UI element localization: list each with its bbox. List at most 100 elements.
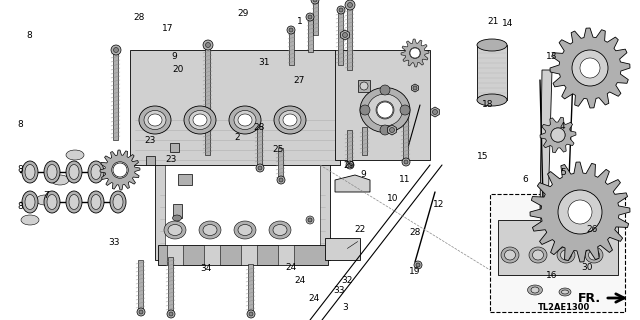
Ellipse shape <box>22 161 38 183</box>
Text: 9: 9 <box>172 52 177 61</box>
Bar <box>313 0 318 35</box>
Text: 10: 10 <box>387 194 398 203</box>
Polygon shape <box>530 162 630 262</box>
Circle shape <box>348 3 353 7</box>
Bar <box>155 140 330 260</box>
Circle shape <box>137 308 145 316</box>
Circle shape <box>568 200 592 224</box>
Ellipse shape <box>360 87 410 132</box>
Bar <box>257 126 262 168</box>
Ellipse shape <box>557 247 575 263</box>
Circle shape <box>205 43 211 47</box>
Bar <box>335 50 430 160</box>
Text: 33: 33 <box>108 238 120 247</box>
Circle shape <box>306 13 314 21</box>
Bar <box>113 50 118 140</box>
Circle shape <box>377 102 393 118</box>
Ellipse shape <box>164 221 186 239</box>
Polygon shape <box>100 150 140 190</box>
Text: 31: 31 <box>258 58 269 67</box>
Ellipse shape <box>529 247 547 263</box>
Circle shape <box>404 160 408 164</box>
Circle shape <box>348 163 352 167</box>
Bar <box>358 80 370 92</box>
Text: 20: 20 <box>172 65 184 74</box>
Polygon shape <box>550 28 630 108</box>
Ellipse shape <box>283 114 297 126</box>
Text: TL2AE1300: TL2AE1300 <box>538 303 591 312</box>
Bar <box>146 156 155 165</box>
Text: 21: 21 <box>487 17 499 26</box>
Polygon shape <box>431 107 439 117</box>
Bar <box>138 260 143 310</box>
Bar <box>158 245 328 265</box>
Ellipse shape <box>189 110 211 130</box>
Text: 8: 8 <box>18 120 23 129</box>
Text: 8: 8 <box>26 31 31 40</box>
Ellipse shape <box>36 195 54 205</box>
Bar <box>173 204 182 218</box>
Text: 7: 7 <box>44 191 49 200</box>
Bar <box>325 238 360 260</box>
Circle shape <box>346 161 354 169</box>
Text: 24: 24 <box>294 276 305 285</box>
Text: 9: 9 <box>361 170 366 179</box>
Bar <box>278 148 283 180</box>
Ellipse shape <box>91 164 101 180</box>
Ellipse shape <box>269 221 291 239</box>
Text: 19: 19 <box>409 267 420 276</box>
Bar <box>403 107 408 162</box>
Circle shape <box>339 8 343 12</box>
Ellipse shape <box>47 164 57 180</box>
Circle shape <box>559 190 602 234</box>
Circle shape <box>277 176 285 184</box>
Ellipse shape <box>173 215 182 221</box>
Ellipse shape <box>238 114 252 126</box>
Circle shape <box>433 109 438 115</box>
Circle shape <box>169 312 173 316</box>
Text: 14: 14 <box>502 19 513 28</box>
Circle shape <box>337 6 345 14</box>
Ellipse shape <box>477 39 507 51</box>
Circle shape <box>573 51 607 85</box>
Text: 23: 23 <box>165 155 177 164</box>
Ellipse shape <box>66 191 82 213</box>
Ellipse shape <box>238 225 252 236</box>
Polygon shape <box>401 39 429 67</box>
Ellipse shape <box>25 164 35 180</box>
Text: 25: 25 <box>272 145 284 154</box>
Text: 4: 4 <box>559 122 564 131</box>
Circle shape <box>113 47 118 52</box>
Ellipse shape <box>203 225 217 236</box>
Bar <box>178 174 192 185</box>
Ellipse shape <box>22 191 38 213</box>
Ellipse shape <box>589 250 600 260</box>
Circle shape <box>313 0 317 2</box>
Ellipse shape <box>527 285 543 295</box>
Ellipse shape <box>477 94 507 106</box>
Ellipse shape <box>199 221 221 239</box>
Text: 18: 18 <box>482 100 493 109</box>
Ellipse shape <box>184 106 216 134</box>
Ellipse shape <box>308 218 312 222</box>
Ellipse shape <box>69 164 79 180</box>
Circle shape <box>258 166 262 170</box>
Ellipse shape <box>279 110 301 130</box>
Ellipse shape <box>144 110 166 130</box>
Ellipse shape <box>51 175 69 185</box>
Bar <box>130 50 340 165</box>
Bar <box>362 127 367 155</box>
Circle shape <box>256 164 264 172</box>
Ellipse shape <box>414 261 422 269</box>
Bar <box>477 45 507 100</box>
Text: 5: 5 <box>561 168 566 177</box>
Circle shape <box>400 105 410 115</box>
Bar <box>347 130 352 165</box>
Ellipse shape <box>306 216 314 224</box>
Text: 30: 30 <box>582 263 593 272</box>
Circle shape <box>413 86 417 90</box>
Circle shape <box>342 33 348 37</box>
Ellipse shape <box>148 114 162 126</box>
Ellipse shape <box>501 247 519 263</box>
Bar <box>490 194 625 312</box>
